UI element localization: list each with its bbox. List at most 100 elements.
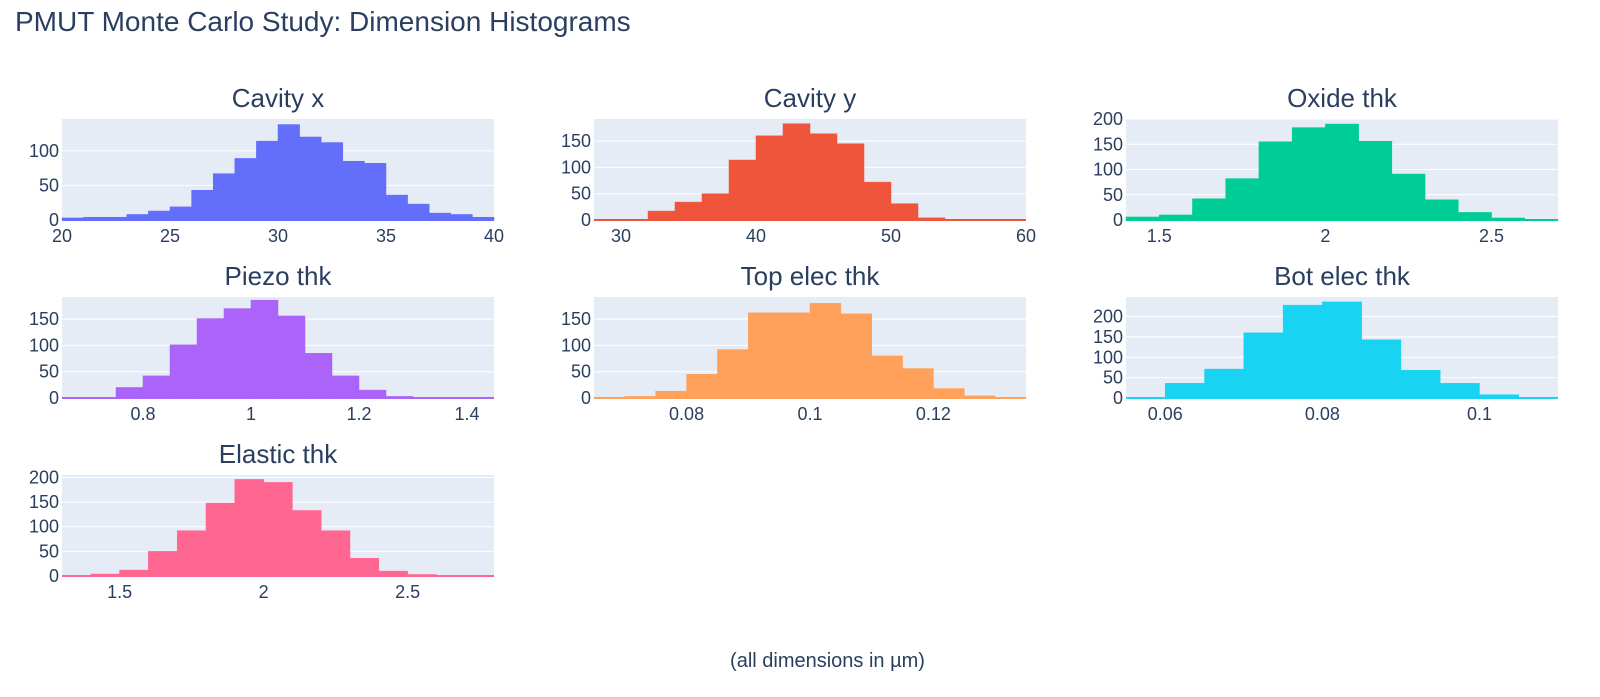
y-tick-label: 100 [29, 335, 59, 355]
histogram-bar[interactable] [1165, 383, 1205, 399]
histogram-bar[interactable] [320, 530, 351, 577]
histogram-bar[interactable] [782, 123, 811, 221]
histogram-piezo-thk: Piezo thk 0 50 100 150 0.8 1 1.2 1.4 [29, 261, 494, 424]
histogram-bar[interactable] [655, 390, 687, 399]
histogram-bar[interactable] [342, 160, 365, 221]
histogram-cavity-y: Cavity y 0 50 100 150 30 40 50 60 [561, 83, 1036, 246]
histogram-bar[interactable] [890, 203, 919, 221]
histogram-bar[interactable] [836, 143, 865, 221]
x-tick-label: 20 [52, 226, 72, 246]
y-tick-label: 100 [561, 157, 591, 177]
histogram-bar[interactable] [234, 158, 257, 221]
subplot-title: Piezo thk [225, 261, 333, 291]
units-footnote: (all dimensions in µm) [730, 650, 925, 672]
histogram-bar[interactable] [902, 368, 934, 399]
x-tick-label: 0.12 [916, 404, 951, 424]
histogram-bar[interactable] [212, 173, 236, 221]
histogram-bar[interactable] [863, 181, 892, 221]
histogram-bar[interactable] [674, 201, 703, 221]
histogram-bar[interactable] [840, 313, 872, 399]
histogram-bar[interactable] [1282, 304, 1323, 399]
y-tick-label: 200 [29, 467, 59, 487]
histogram-bar[interactable] [234, 479, 264, 577]
histogram-bar[interactable] [304, 353, 333, 399]
y-tick-label: 0 [49, 388, 59, 408]
histogram-bar[interactable] [1322, 301, 1362, 399]
histogram-bar[interactable] [1424, 199, 1459, 221]
histogram-bar[interactable] [1400, 370, 1441, 399]
histogram-bar[interactable] [205, 502, 236, 577]
histogram-bar[interactable] [148, 210, 171, 221]
histogram-bar[interactable] [871, 355, 903, 399]
histogram-bar[interactable] [1361, 339, 1402, 399]
histogram-bar[interactable] [364, 163, 387, 221]
x-tick-label: 50 [881, 226, 901, 246]
histogram-bar[interactable] [755, 135, 784, 221]
histogram-bar[interactable] [196, 318, 225, 399]
histogram-bar[interactable] [250, 299, 279, 399]
histogram-bar[interactable] [407, 203, 430, 221]
subplot-title: Cavity y [764, 83, 856, 113]
y-tick-label: 150 [561, 131, 591, 151]
histogram-bar[interactable] [349, 558, 380, 577]
histogram-bar[interactable] [1225, 178, 1260, 221]
histogram-bar[interactable] [1204, 368, 1245, 399]
x-tick-label: 2.5 [1479, 226, 1504, 246]
histogram-bar[interactable] [277, 124, 300, 221]
subplot-title: Elastic thk [219, 439, 338, 469]
x-tick-label: 1.2 [346, 404, 371, 424]
histogram-bar[interactable] [385, 194, 408, 221]
histogram-bar[interactable] [809, 133, 838, 221]
histogram-bar[interactable] [748, 312, 780, 399]
histogram-bar[interactable] [191, 190, 214, 221]
histogram-bar[interactable] [263, 482, 293, 577]
histogram-bar[interactable] [647, 210, 676, 221]
x-tick-label: 40 [484, 226, 504, 246]
histogram-oxide-thk: Oxide thk 0 50 100 150 200 1.5 2 2.5 [1093, 83, 1559, 246]
histogram-bar[interactable] [686, 374, 718, 399]
histogram-bar[interactable] [115, 387, 144, 399]
histogram-bar[interactable] [728, 159, 757, 221]
histogram-bar[interactable] [1291, 127, 1326, 221]
histogram-bar[interactable] [701, 193, 730, 221]
histogram-bar[interactable] [717, 349, 749, 399]
histogram-bar[interactable] [169, 206, 192, 221]
y-tick-label: 0 [1113, 388, 1123, 408]
histogram-bar[interactable] [176, 530, 207, 577]
histogram-bar[interactable] [809, 303, 842, 399]
histogram-bar[interactable] [1243, 332, 1284, 399]
y-tick-label: 50 [39, 362, 59, 382]
histogram-bar[interactable] [428, 212, 452, 221]
histogram-bar[interactable] [1458, 212, 1492, 221]
y-tick-label: 50 [571, 362, 591, 382]
histogram-bar[interactable] [320, 142, 344, 221]
x-tick-label: 60 [1016, 226, 1036, 246]
histogram-bar[interactable] [358, 389, 387, 399]
y-tick-label: 0 [581, 210, 591, 230]
histogram-bar[interactable] [1358, 140, 1393, 221]
y-tick-label: 50 [1103, 185, 1123, 205]
histogram-bar[interactable] [1192, 198, 1226, 221]
y-tick-label: 100 [1093, 160, 1123, 180]
histogram-bar[interactable] [331, 375, 360, 399]
histogram-bar[interactable] [933, 388, 965, 399]
histogram-bar[interactable] [1325, 123, 1359, 221]
histogram-bar[interactable] [299, 136, 322, 221]
histogram-bar[interactable] [1391, 173, 1426, 221]
y-tick-label: 150 [29, 492, 59, 512]
subplot-title: Cavity x [232, 83, 324, 113]
x-tick-label: 35 [376, 226, 396, 246]
x-tick-label: 0.1 [797, 404, 822, 424]
histogram-bar[interactable] [148, 551, 178, 577]
histogram-bar[interactable] [142, 375, 171, 399]
histogram-bar[interactable] [277, 315, 306, 399]
histogram-bar[interactable] [223, 308, 252, 399]
histogram-bar[interactable] [778, 312, 811, 399]
x-tick-label: 0.08 [1305, 404, 1340, 424]
x-tick-label: 0.8 [130, 404, 155, 424]
histogram-bar[interactable] [256, 140, 279, 221]
histogram-bar[interactable] [169, 344, 198, 399]
histogram-bar[interactable] [1439, 383, 1480, 399]
histogram-bar[interactable] [1258, 141, 1293, 221]
histogram-bar[interactable] [292, 510, 322, 577]
